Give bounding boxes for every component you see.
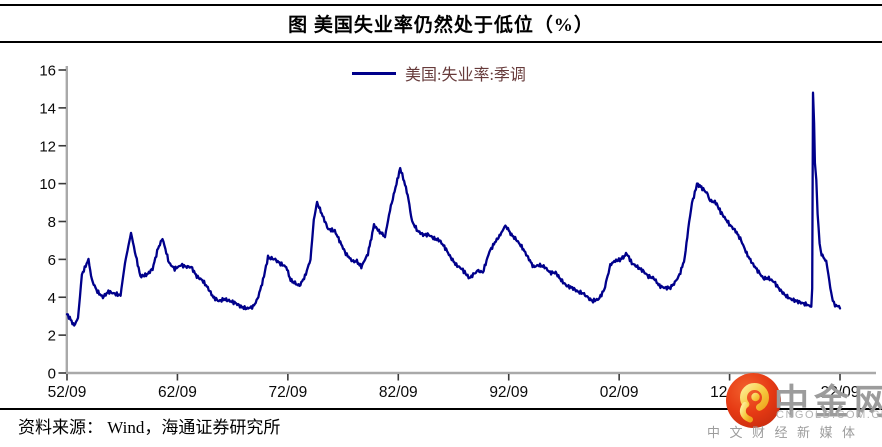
watermark-name: 中金网 <box>774 383 882 422</box>
top-divider <box>0 4 882 6</box>
legend-label: 美国:失业率:季调 <box>405 67 526 84</box>
series-line-us-unemployment <box>65 91 842 327</box>
y-axis-label: 0 <box>48 366 56 383</box>
x-axis-label: 22/09 <box>821 384 860 401</box>
x-axis-label: 82/09 <box>379 384 418 401</box>
x-axis-label: 72/09 <box>268 384 307 401</box>
legend: 美国:失业率:季调 <box>352 63 526 84</box>
watermark-domain: CNGOLD.COM.CN <box>776 409 882 421</box>
title-divider <box>0 41 882 43</box>
cngold-watermark: 中金网 CNGOLD.COM.CN 中文财经新媒体 <box>700 370 882 447</box>
cngold-logo-icon <box>726 373 781 428</box>
source-divider <box>0 408 882 410</box>
legend-line-swatch <box>352 71 396 75</box>
y-axis-label: 4 <box>48 290 56 307</box>
y-axis-label: 16 <box>39 63 56 80</box>
y-axis-label: 6 <box>48 252 56 269</box>
chart-title: 图 美国失业率仍然处于低位（%） <box>288 15 594 36</box>
watermark-tagline: 中文财经新媒体 <box>707 425 865 440</box>
y-axis-label: 12 <box>39 138 56 155</box>
x-axis-label: 92/09 <box>489 384 528 401</box>
y-axis-label: 10 <box>39 176 56 193</box>
source-note: 资料来源： Wind，海通证券研究所 <box>18 418 281 437</box>
y-axis-label: 8 <box>48 214 56 231</box>
y-axis-label: 2 <box>48 328 56 345</box>
y-axis-label: 14 <box>39 100 56 117</box>
x-axis-label: 62/09 <box>158 384 197 401</box>
x-axis-label: 52/09 <box>48 384 87 401</box>
x-axis-label: 02/09 <box>600 384 639 401</box>
